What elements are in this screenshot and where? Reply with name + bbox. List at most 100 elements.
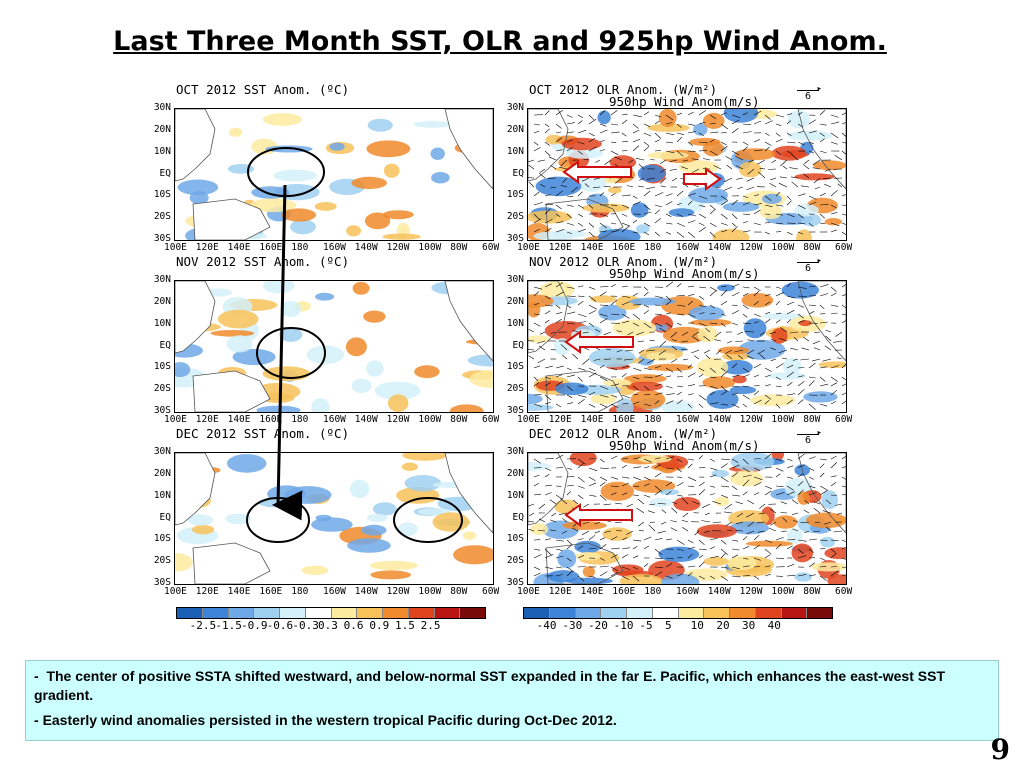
colorbar-swatch: [524, 608, 550, 618]
colorbar-swatch: [408, 608, 435, 618]
colorbar-swatch: [177, 608, 203, 618]
lon-label: 120W: [386, 414, 410, 425]
lat-label: 30S: [506, 405, 524, 416]
lon-label: 160W: [676, 242, 699, 253]
lon-label: 80W: [450, 242, 468, 253]
olr-panel-title: NOV 2012 OLR Anom. (W/m²): [529, 254, 718, 269]
colorbar-tick: -2.5: [189, 619, 217, 632]
red-arrow-oct-west: [562, 160, 632, 184]
lon-label: 160E: [612, 242, 636, 253]
lat-label: 20S: [506, 383, 524, 395]
lat-label: EQ: [159, 167, 171, 179]
lon-label: 60W: [482, 242, 500, 253]
lon-label: 80W: [450, 414, 468, 425]
bullet-1: - The center of positive SSTA shifted we…: [34, 667, 990, 705]
lon-label: 100E: [164, 242, 187, 253]
lon-label: 140E: [227, 414, 251, 425]
lon-label: 140W: [707, 242, 731, 253]
colorbar-swatch: [383, 608, 409, 618]
lat-label: EQ: [159, 339, 171, 351]
olr-panel-subtitle: 950hp Wind Anom(m/s): [609, 438, 760, 453]
lat-label: EQ: [512, 511, 524, 523]
lon-label: 100E: [517, 586, 540, 597]
colorbar-tick: -30: [562, 619, 583, 632]
red-arrow-dec-west: [564, 503, 633, 527]
lon-label: 60W: [835, 242, 853, 253]
colorbar-tick: -1.5: [215, 619, 242, 632]
lat-label: 30N: [153, 102, 171, 113]
lat-label: 20S: [506, 211, 524, 223]
colorbar-swatch: [730, 608, 756, 618]
lat-label: 30S: [153, 577, 171, 588]
lon-label: 140W: [354, 586, 378, 597]
olr-panel-title: OCT 2012 OLR Anom. (W/m²): [529, 82, 718, 97]
colorbar-swatch: [678, 608, 705, 618]
lon-label: 180: [644, 586, 662, 597]
colorbar-tick: 40: [767, 619, 781, 632]
lat-label: 10N: [506, 145, 524, 157]
red-arrow-oct-east: [683, 167, 722, 191]
lat-label: 30S: [153, 405, 171, 416]
sst-colorbar: [176, 607, 486, 619]
reference-vector-label: 6: [805, 435, 812, 446]
sst-panel-title: NOV 2012 SST Anom. (ºC): [176, 254, 350, 269]
lon-label: 180: [644, 414, 662, 425]
lon-label: 100E: [164, 414, 187, 425]
colorbar-swatch: [434, 608, 461, 618]
colorbar-tick: -10: [613, 619, 634, 632]
lon-label: 140E: [227, 586, 251, 597]
reference-vector: ▸ 6: [797, 256, 822, 274]
lon-label: 120E: [548, 242, 572, 253]
lon-label: 100W: [418, 242, 442, 253]
lon-label: 100W: [418, 586, 442, 597]
lon-label: 160W: [323, 586, 346, 597]
lat-label: 20N: [506, 467, 524, 479]
colorbar-tick: -5: [639, 619, 653, 632]
colorbar-tick: -0.3: [292, 619, 319, 632]
sst-panel-title: OCT 2012 SST Anom. (ºC): [176, 82, 350, 97]
lat-label: 10S: [506, 533, 524, 545]
colorbar-tick: 0.6: [343, 619, 364, 632]
lon-label: 120W: [739, 242, 763, 253]
lat-label: 10S: [506, 361, 524, 373]
bullet-text: Easterly wind anomalies persisted in the…: [42, 712, 617, 728]
colorbar-tick: -0.9: [241, 619, 268, 632]
colorbar-swatch: [202, 608, 229, 618]
colorbar-swatch: [228, 608, 255, 618]
lon-label: 140E: [580, 242, 604, 253]
lon-label: 120W: [739, 414, 763, 425]
sst-panel-title: DEC 2012 SST Anom. (ºC): [176, 426, 350, 441]
lat-label: 20N: [153, 123, 171, 135]
sst-map-2: [174, 452, 494, 585]
circle-nov-warm: [256, 327, 326, 379]
lat-label: 30S: [506, 233, 524, 244]
reference-vector-label: 6: [805, 91, 812, 102]
colorbar-swatch: [357, 608, 383, 618]
olr-panel-subtitle: 950hp Wind Anom(m/s): [609, 266, 760, 281]
colorbar-swatch: [254, 608, 280, 618]
lat-label: 10N: [153, 145, 171, 157]
page-number: 9: [990, 733, 1010, 766]
lon-label: 60W: [482, 414, 500, 425]
lon-label: 120E: [548, 586, 572, 597]
colorbar-tick: -20: [588, 619, 608, 632]
sst-map-1: [174, 280, 494, 413]
bullet-2: - Easterly wind anomalies persisted in t…: [34, 711, 990, 730]
red-arrow-nov-west: [564, 330, 634, 354]
colorbar-swatch: [781, 608, 808, 618]
lon-label: 100E: [164, 586, 187, 597]
lat-label: 20N: [153, 467, 171, 479]
lat-label: 20S: [153, 383, 171, 395]
lon-label: 180: [291, 414, 309, 425]
lon-label: 160W: [323, 414, 346, 425]
colorbar-swatch: [460, 608, 485, 618]
lat-label: 10S: [506, 189, 524, 201]
colorbar-tick: 0.9: [369, 619, 390, 632]
colorbar-swatch: [755, 608, 782, 618]
lon-label: 160E: [259, 586, 283, 597]
colorbar-tick: 0.3: [318, 619, 338, 632]
summary-textbox: - The center of positive SSTA shifted we…: [25, 660, 999, 741]
colorbar-tick: 2.5: [420, 619, 441, 632]
lat-label: 10N: [506, 489, 524, 501]
colorbar-tick: 1.5: [395, 619, 415, 632]
